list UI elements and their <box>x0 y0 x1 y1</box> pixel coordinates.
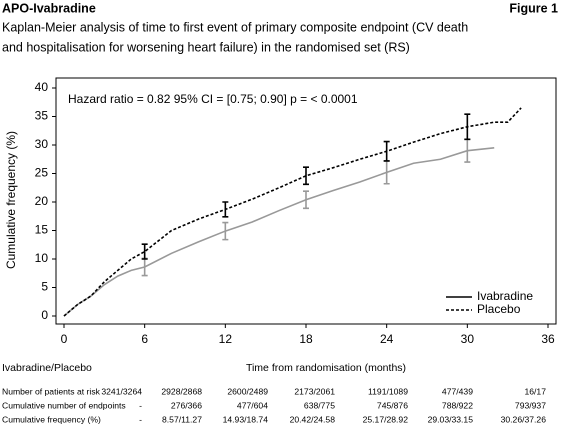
table-cell: 477/439 <box>442 386 473 396</box>
x-tick-label: 0 <box>61 332 68 346</box>
table-cell: 20.42/24.58 <box>290 414 336 424</box>
table-cell: 8.57/11.27 <box>162 414 202 424</box>
y-tick-label: 35 <box>35 109 49 123</box>
series-line <box>63 107 522 317</box>
error-bar <box>222 201 229 218</box>
table-row-label: Cumulative number of endpoints <box>2 400 126 410</box>
table-cell: 14.93/18.74 <box>223 414 269 424</box>
legend-label: Placebo <box>477 302 521 316</box>
y-tick-label: 25 <box>35 166 49 180</box>
table-cell: 3241/3264 <box>101 386 142 396</box>
table-cell: 2600/2489 <box>227 386 268 396</box>
series-line <box>63 147 495 317</box>
table-cell: 30.26/37.26 <box>501 414 547 424</box>
table-cell: 2928/2868 <box>161 386 202 396</box>
x-tick-label: 12 <box>219 332 233 346</box>
table-cell: 638/775 <box>304 400 335 410</box>
x-tick-label: 30 <box>461 332 475 346</box>
header: APO-Ivabradine <box>2 1 96 15</box>
table-cell: 29.03/33.15 <box>428 414 474 424</box>
table-cell: 276/366 <box>171 400 202 410</box>
y-tick-label: 15 <box>35 223 49 237</box>
error-bar <box>383 140 390 162</box>
x-tick-label: 6 <box>141 332 148 346</box>
table-row-label: Number of patients at risk <box>2 386 101 396</box>
table-cell: 2173/2061 <box>294 386 335 396</box>
table-cell: 16/17 <box>524 386 546 396</box>
y-tick-label: 5 <box>41 280 48 294</box>
table-group-label: Ivabradine/Placebo <box>2 362 92 374</box>
error-bar <box>303 190 309 210</box>
chart-title: Kaplan-Meier analysis of time to first e… <box>2 20 468 34</box>
y-tick-label: 10 <box>35 251 49 265</box>
y-tick-label: 0 <box>41 308 48 322</box>
table-cell: 745/876 <box>377 400 408 410</box>
table-cell: 793/937 <box>515 400 546 410</box>
error-bar <box>303 166 309 186</box>
y-tick-label: 20 <box>35 194 49 208</box>
figure-label: Figure 1 <box>509 1 558 15</box>
table-cell: 1191/1089 <box>368 386 408 396</box>
x-tick-label: 18 <box>299 332 313 346</box>
table-cell: - <box>139 400 142 410</box>
y-tick-label: 30 <box>35 137 49 151</box>
x-axis-label: Time from randomisation (months) <box>246 362 406 374</box>
table-row-label: Cumulative frequency (%) <box>2 414 101 424</box>
error-bar <box>222 221 229 241</box>
table-cell: - <box>139 414 142 424</box>
x-tick-label: 36 <box>541 332 555 346</box>
x-tick-label: 24 <box>380 332 394 346</box>
legend-label: Ivabradine <box>477 289 533 303</box>
table-cell: 25.17/28.92 <box>363 414 409 424</box>
error-bar <box>464 113 471 141</box>
annotation: Hazard ratio = 0.82 95% CI = [0.75; 0.90… <box>68 92 358 106</box>
table-cell: 788/922 <box>442 400 473 410</box>
y-tick-label: 40 <box>35 80 49 94</box>
error-bar <box>141 243 148 260</box>
table-cell: 477/604 <box>237 400 268 410</box>
y-axis-label: Cumulative frequency (%) <box>4 131 18 269</box>
chart-title-line2: and hospitalisation for worsening heart … <box>2 40 410 54</box>
